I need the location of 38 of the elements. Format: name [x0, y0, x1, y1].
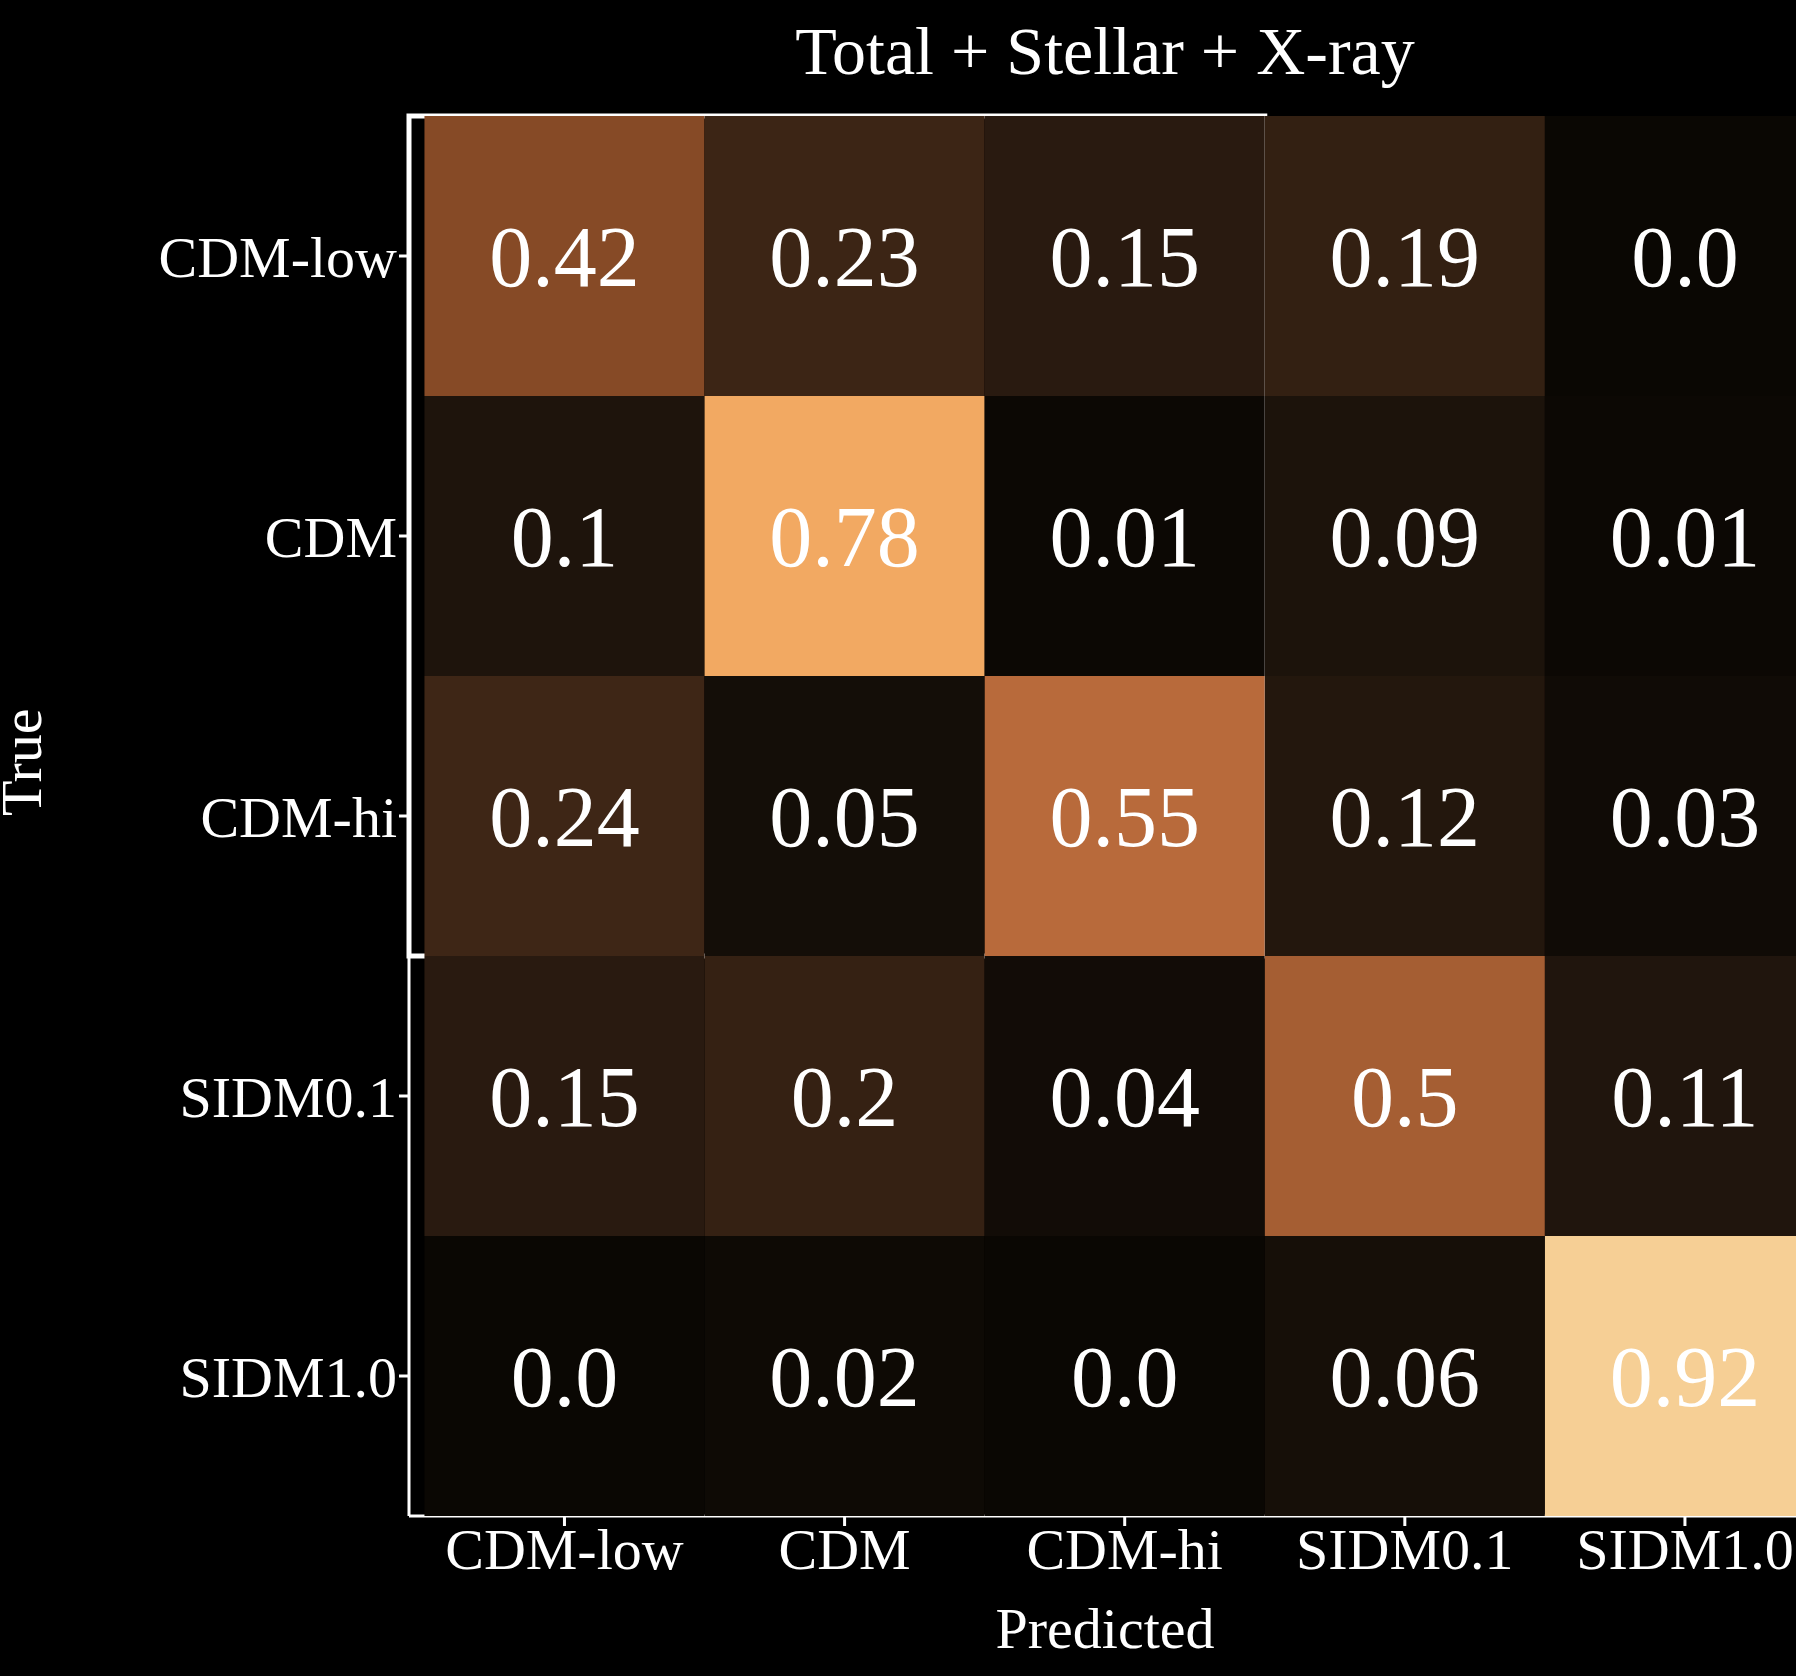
data-label: 0.03 [1609, 769, 1761, 866]
data-label: 0.24 [489, 769, 640, 866]
data-label: 0.09 [1329, 489, 1481, 586]
data-label: 0.06 [1329, 1329, 1481, 1426]
data-label: 0.15 [489, 1049, 640, 1146]
data-label: 0.2 [790, 1049, 899, 1146]
data-label: 0.42 [489, 209, 640, 306]
data-label: 0.12 [1329, 769, 1481, 866]
data-label: 0.04 [1049, 1049, 1200, 1146]
data-label: 0.01 [1609, 489, 1761, 586]
data-label: 0.19 [1329, 209, 1481, 306]
data-label: 0.92 [1609, 1329, 1761, 1426]
data-label: 0.5 [1351, 1049, 1459, 1146]
data-label: 0.23 [769, 209, 920, 306]
data-label: 0.15 [1049, 209, 1200, 306]
x-tick-label: SIDM0.1 [1296, 1517, 1514, 1583]
data-label: 0.01 [1049, 489, 1200, 586]
data-label: 0.02 [769, 1329, 920, 1426]
y-tick-label: CDM [264, 504, 397, 570]
x-tick-label: SIDM1.0 [1576, 1517, 1794, 1583]
data-label: 0.11 [1611, 1049, 1759, 1146]
data-label: 0.05 [769, 769, 920, 866]
data-label: 0.1 [510, 489, 619, 586]
data-label: 0.0 [1631, 209, 1739, 306]
data-label: 0.0 [1070, 1329, 1179, 1426]
y-tick-label: SIDM0.1 [179, 1064, 397, 1130]
y-tick-label: CDM-hi [200, 784, 397, 850]
chart-title: Total + Stellar + X-ray [795, 12, 1415, 89]
x-axis-title: Predicted [995, 1596, 1215, 1662]
data-label: 0.55 [1049, 769, 1200, 866]
data-label: 0.78 [769, 489, 920, 586]
y-axis-title: True [0, 708, 54, 816]
data-label: 0.0 [510, 1329, 619, 1426]
y-tick-label: CDM-low [158, 224, 398, 290]
x-tick-label: CDM-hi [1026, 1517, 1223, 1583]
x-tick-label: CDM [778, 1517, 911, 1583]
y-tick-label: SIDM1.0 [179, 1344, 397, 1410]
x-tick-label: CDM-low [445, 1517, 684, 1583]
